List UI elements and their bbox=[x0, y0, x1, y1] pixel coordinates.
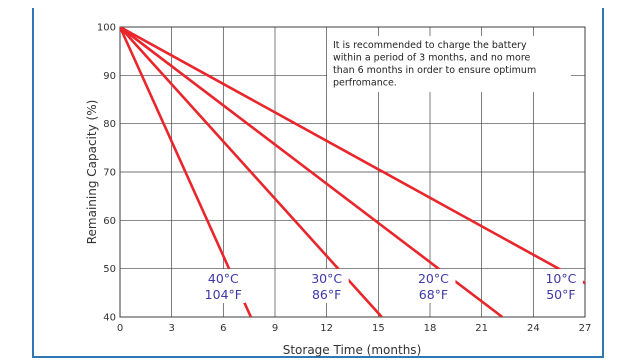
x-tick-label: 3 bbox=[168, 323, 174, 334]
series-label-fahrenheit: 68°F bbox=[419, 287, 448, 302]
series-label-celsius: 40°C bbox=[208, 271, 239, 286]
heading-strip bbox=[0, 0, 636, 8]
series-line bbox=[120, 27, 383, 317]
x-tick-label: 15 bbox=[372, 323, 385, 334]
series-label-celsius: 20°C bbox=[418, 271, 449, 286]
note-text: It is recommended to charge the battery w… bbox=[327, 36, 571, 92]
x-tick-label: 18 bbox=[424, 323, 437, 334]
series-label-fahrenheit: 50°F bbox=[546, 287, 575, 302]
y-axis-label: Remaining Capacity (%) bbox=[85, 100, 99, 245]
series-line bbox=[120, 27, 504, 317]
y-tick-label: 60 bbox=[103, 216, 116, 227]
note-line: within a period of 3 months, and no more bbox=[333, 53, 531, 64]
x-tick-label: 6 bbox=[220, 323, 226, 334]
note-line: than 6 months in order to ensure optimum bbox=[333, 65, 536, 76]
series-label-background bbox=[538, 269, 583, 303]
x-tick-label: 24 bbox=[527, 323, 540, 334]
series-layer bbox=[120, 27, 585, 317]
x-tick-label: 27 bbox=[579, 323, 592, 334]
x-tick-label: 21 bbox=[475, 323, 488, 334]
series-label-fahrenheit: 86°F bbox=[312, 287, 341, 302]
series-label-fahrenheit: 104°F bbox=[205, 287, 242, 302]
y-tick-label: 90 bbox=[103, 71, 116, 82]
series-label-celsius: 10°C bbox=[545, 271, 576, 286]
x-tick-label: 9 bbox=[272, 323, 278, 334]
series-label-background bbox=[201, 269, 246, 303]
x-tick-label: 12 bbox=[320, 323, 333, 334]
note-line: perfromance. bbox=[333, 78, 397, 89]
series-line bbox=[120, 27, 585, 285]
y-tick-label: 100 bbox=[97, 23, 116, 34]
tick-layer: 0 3 6 9 12 15 18 21 24 27 40 50 60 70 80 90 100 bbox=[97, 23, 591, 335]
note-background bbox=[327, 36, 571, 92]
y-tick-label: 40 bbox=[103, 313, 116, 324]
series-label-background bbox=[411, 269, 456, 303]
series-label-celsius: 30°C bbox=[311, 271, 342, 286]
y-tick-label: 50 bbox=[103, 264, 116, 275]
y-tick-label: 80 bbox=[103, 119, 116, 130]
x-axis-label: Storage Time (months) bbox=[283, 343, 422, 357]
y-tick-label: 70 bbox=[103, 168, 116, 179]
x-tick-label: 0 bbox=[117, 323, 123, 334]
series-line bbox=[120, 27, 253, 317]
series-label-background bbox=[304, 269, 349, 303]
note-line: It is recommended to charge the battery bbox=[333, 40, 527, 51]
